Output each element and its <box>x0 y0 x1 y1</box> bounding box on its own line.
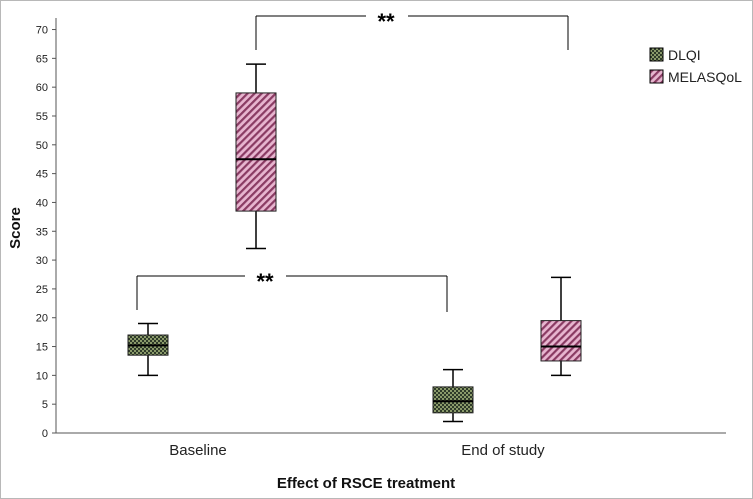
y-tick-label: 40 <box>36 197 48 209</box>
y-tick-label: 55 <box>36 111 48 123</box>
legend-label-dlqi: DLQI <box>668 47 701 63</box>
y-tick-label: 30 <box>36 255 48 267</box>
legend-label-melasqol: MELASQoL <box>668 69 742 85</box>
significance-label: ** <box>256 269 274 294</box>
y-tick-label: 50 <box>36 140 48 152</box>
box-group <box>127 63 582 423</box>
box-melasqol-end-of-study <box>540 320 582 362</box>
significance-label: ** <box>377 9 395 34</box>
y-axis-title: Score <box>7 207 24 249</box>
significance-bracket-melasqol: ** <box>255 9 569 50</box>
y-ticks: 0 5 10 15 20 25 30 35 40 45 50 55 60 65 70 <box>36 25 56 440</box>
x-category-label-end-of-study: End of study <box>461 442 545 459</box>
y-tick-label: 0 <box>42 428 48 440</box>
y-tick-label: 65 <box>36 53 48 65</box>
y-tick-label: 60 <box>36 82 48 94</box>
y-tick-label: 70 <box>36 25 48 37</box>
x-category-label-baseline: Baseline <box>169 442 227 459</box>
y-tick-label: 10 <box>36 370 48 382</box>
y-tick-label: 5 <box>42 399 48 411</box>
legend-swatch-dlqi <box>649 47 664 62</box>
y-tick-label: 45 <box>36 169 48 181</box>
significance-bracket-dlqi: ** <box>136 269 448 312</box>
legend: DLQI MELASQoL <box>649 47 742 85</box>
box-melasqol-baseline <box>235 92 277 212</box>
x-axis-title: Effect of RSCE treatment <box>277 475 455 492</box>
y-tick-label: 25 <box>36 284 48 296</box>
legend-swatch-melasqol <box>649 69 664 84</box>
y-tick-label: 20 <box>36 313 48 325</box>
y-tick-label: 15 <box>36 342 48 354</box>
y-tick-label: 35 <box>36 226 48 238</box>
box-dlqi-end-of-study <box>432 386 474 414</box>
